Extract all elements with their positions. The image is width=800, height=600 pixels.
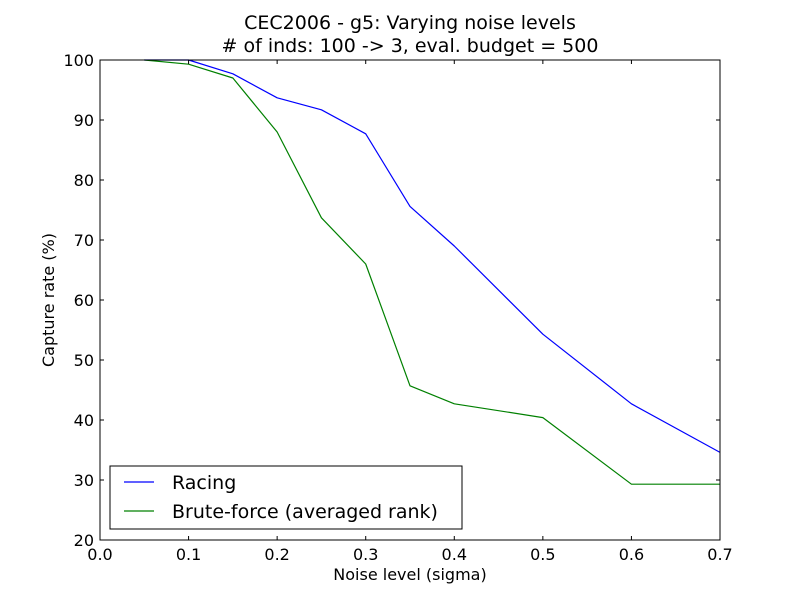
plot-area xyxy=(100,60,720,540)
x-tick-label: 0.3 xyxy=(353,545,378,564)
legend: Racing Brute-force (averaged rank) xyxy=(109,465,463,530)
x-tick-label: 0.2 xyxy=(264,545,289,564)
x-tick-label: 0.7 xyxy=(707,545,732,564)
y-tick-label: 20 xyxy=(74,531,94,550)
y-tick-label: 70 xyxy=(74,231,94,250)
x-tick-label: 0.1 xyxy=(176,545,201,564)
plot-frame xyxy=(99,59,721,541)
x-tick-label: 0.0 xyxy=(87,545,112,564)
chart-subtitle: # of inds: 100 -> 3, eval. budget = 500 xyxy=(222,35,599,57)
y-tick-label: 40 xyxy=(74,411,94,430)
legend-label-brute-force: Brute-force (averaged rank) xyxy=(172,501,438,523)
y-tick-label: 100 xyxy=(63,51,94,70)
chart-title: CEC2006 - g5: Varying noise levels xyxy=(244,12,576,34)
legend-box xyxy=(109,465,463,530)
x-tick-label: 0.4 xyxy=(442,545,467,564)
y-tick-label: 50 xyxy=(74,351,94,370)
x-tick-label: 0.5 xyxy=(530,545,555,564)
x-tick-label: 0.6 xyxy=(619,545,644,564)
x-axis-label: Noise level (sigma) xyxy=(333,565,486,584)
ticks-layer: 0.0 0.1 0.2 0.3 0.4 0.5 0.6 0.7 20 30 40 50 60 70 80 90… xyxy=(63,51,732,564)
y-tick-label: 30 xyxy=(74,471,94,490)
y-tick-label: 80 xyxy=(74,171,94,190)
y-axis-label: Capture rate (%) xyxy=(39,233,58,367)
legend-label-racing: Racing xyxy=(172,472,236,494)
y-tick-label: 90 xyxy=(74,111,94,130)
series-layer xyxy=(144,59,721,485)
y-tick-label: 60 xyxy=(74,291,94,310)
